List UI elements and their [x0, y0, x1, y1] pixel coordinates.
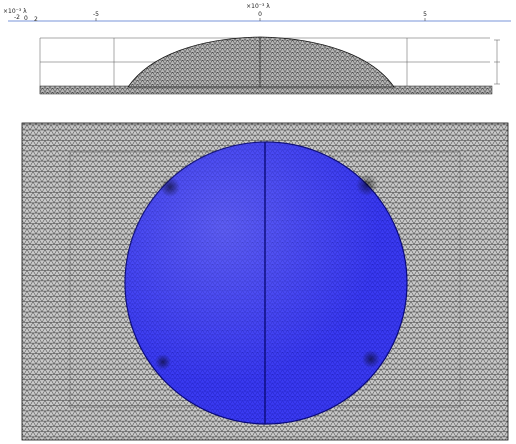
circular-domain — [124, 141, 408, 425]
left-axis-tick-label: 2 — [34, 16, 38, 23]
left-axis-tick-label: -2 — [14, 14, 20, 21]
top-axis-scale-label: ×10⁻³ λ — [246, 3, 270, 10]
mesh-refinement-spots — [155, 174, 380, 370]
top-axis-tick-label: 0 — [258, 11, 262, 18]
top-axis: ×10⁻³ λ -5 0 5 — [8, 3, 511, 22]
top-axis-tick-label: -5 — [93, 11, 99, 18]
side-view-scale-bar — [494, 39, 500, 85]
top-axis-tick-label: 5 — [423, 11, 427, 18]
side-view-panel: ×10⁻³ λ -5 0 5 ×10⁻³ λ -2 0 2 — [3, 3, 511, 95]
left-axis: ×10⁻³ λ -2 0 2 — [3, 8, 38, 23]
left-axis-scale-label: ×10⁻³ λ — [3, 8, 27, 15]
left-axis-tick-label: 0 — [24, 15, 28, 22]
